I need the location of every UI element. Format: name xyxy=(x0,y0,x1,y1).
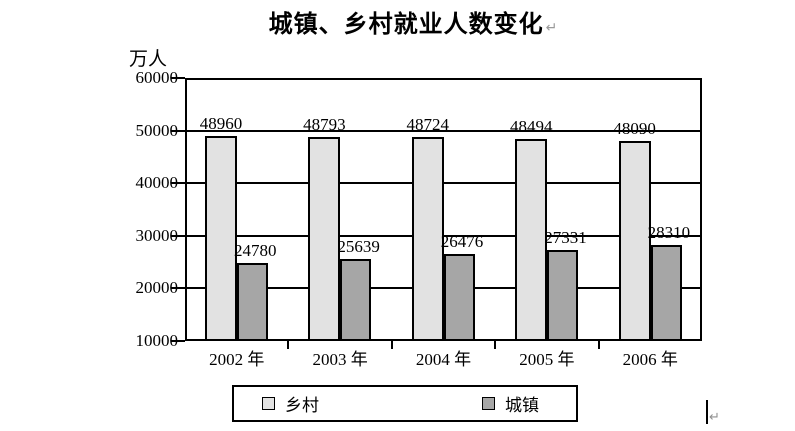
x-axis-tick xyxy=(390,341,393,349)
value-label: 26476 xyxy=(440,232,484,252)
y-axis-tick xyxy=(171,234,185,237)
y-axis-tick xyxy=(171,340,185,342)
legend-item-rural: 乡村 xyxy=(262,387,319,420)
x-axis-tick xyxy=(287,341,290,349)
chart-title: 城镇、乡村就业人数变化 ↵ xyxy=(16,4,795,39)
bar-rural xyxy=(515,138,548,341)
y-tick-label: 10000 xyxy=(135,331,179,350)
legend-label: 乡村 xyxy=(285,396,319,415)
y-axis-unit-label: 万人 xyxy=(129,49,168,70)
bar-urban xyxy=(237,263,268,341)
y-tick-label: 40000 xyxy=(135,173,179,193)
x-tick-label: 2004 年 xyxy=(415,350,472,369)
bar-rural xyxy=(205,136,237,341)
y-axis-tick xyxy=(171,129,185,132)
y-tick-label: 60000 xyxy=(135,68,179,87)
bar-urban xyxy=(650,244,682,341)
value-label: 48090 xyxy=(613,118,656,138)
value-label: 27331 xyxy=(544,227,587,247)
value-label: 48960 xyxy=(199,114,243,134)
value-label: 48724 xyxy=(406,115,450,135)
value-label: 25639 xyxy=(337,236,380,256)
y-axis-tick xyxy=(171,182,185,185)
bar-rural xyxy=(308,136,341,341)
paragraph-return-icon: ↵ xyxy=(545,20,559,36)
x-axis-tick xyxy=(597,341,600,349)
bar-rural xyxy=(618,140,651,341)
y-axis-tick xyxy=(171,77,185,79)
x-tick-label: 2006 年 xyxy=(622,350,678,369)
bar-urban xyxy=(340,258,372,341)
y-axis-tick xyxy=(171,287,185,290)
legend: 乡村 城镇 xyxy=(232,385,578,422)
value-label: 24780 xyxy=(234,241,277,261)
y-tick-label: 20000 xyxy=(135,278,179,298)
chart-title-text: 城镇、乡村就业人数变化 xyxy=(268,12,544,38)
legend-item-urban: 城镇 xyxy=(482,387,539,420)
bar-rural xyxy=(411,137,444,341)
text-cursor xyxy=(706,400,708,424)
bar-urban xyxy=(547,249,579,341)
value-label: 28310 xyxy=(647,222,691,242)
y-tick-label: 30000 xyxy=(135,225,179,245)
value-label: 48494 xyxy=(509,116,553,136)
gridline xyxy=(185,129,702,132)
x-axis-tick xyxy=(494,341,497,349)
legend-swatch-rural xyxy=(262,397,275,410)
x-tick-label: 2002 年 xyxy=(209,350,265,369)
y-tick-label: 50000 xyxy=(135,120,179,140)
x-tick-label: 2005 年 xyxy=(519,350,575,369)
legend-label: 城镇 xyxy=(505,396,539,415)
paragraph-return-icon: ↵ xyxy=(709,410,720,425)
bar-urban xyxy=(443,254,475,341)
legend-swatch-urban xyxy=(482,397,495,410)
x-tick-label: 2003 年 xyxy=(312,350,368,369)
value-label: 48793 xyxy=(303,114,346,134)
